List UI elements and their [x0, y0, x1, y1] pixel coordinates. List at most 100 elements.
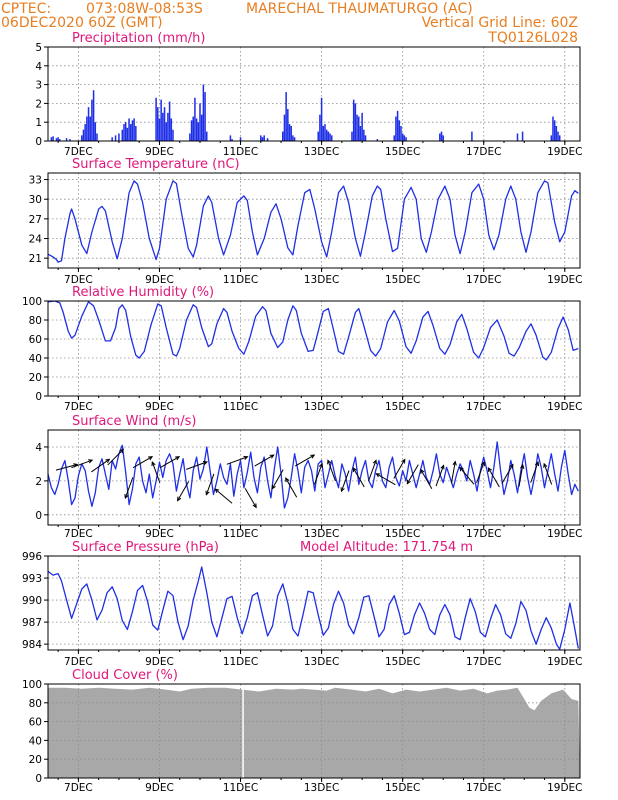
wind-arrow-head [401, 458, 406, 464]
y-tick-label: 27 [29, 214, 42, 226]
precip-bar [281, 131, 284, 141]
x-tick-label: 13DEC [304, 528, 339, 540]
series-line-pres [48, 566, 579, 650]
wind-arrow-shaft [107, 449, 124, 466]
precip-bar [263, 135, 265, 141]
wind-arrow-shaft [159, 456, 180, 469]
wind-arrow-shaft [132, 456, 153, 469]
y-tick-label: 21 [29, 253, 42, 265]
wind-arrow [435, 464, 445, 487]
x-tick-label: 7DEC [64, 401, 93, 413]
wind-arrow-head [88, 459, 94, 464]
precip-bar [396, 110, 399, 141]
wind-arrow [459, 466, 475, 485]
precip-bar [364, 135, 367, 141]
precip-bar [292, 135, 294, 141]
wind-arrow-shaft [55, 463, 78, 471]
precip-bar [442, 135, 444, 141]
header-model-code: TQ0126L028 [487, 30, 578, 46]
precip-bar [395, 116, 397, 141]
wind-arrow-shaft [151, 461, 161, 483]
wind-arrow-head [543, 462, 548, 468]
wind-arrow-head [420, 468, 425, 474]
precip-bar [114, 135, 117, 141]
x-tick-label: 15DEC [385, 401, 420, 413]
precip-bar [552, 116, 554, 141]
precip-bar [354, 103, 357, 141]
x-tick-label: 13DEC [304, 274, 339, 286]
wind-arrow-head [440, 464, 445, 470]
y-tick-label: 33 [29, 175, 42, 187]
wind-arrow-head [285, 477, 290, 483]
precip-bar [167, 112, 169, 141]
wind-arrow-shaft [327, 460, 336, 482]
x-tick-label: 7DEC [64, 528, 93, 540]
wind-arrow [501, 463, 514, 484]
wind-arrow-head [459, 466, 464, 472]
header-source: CPTEC: [1, 1, 51, 17]
precip-bar [471, 131, 473, 141]
cloud-cover-area [48, 687, 580, 778]
panel-pres: 984 987 990 993 996 7DEC 9DEC 11DEC 13DEC 15DEC 17… [22, 540, 583, 668]
y-tick-label: 60 [29, 717, 42, 729]
wind-arrow [132, 456, 154, 469]
wind-arrow-head [205, 490, 210, 496]
precip-bar [87, 107, 90, 141]
wind-arrow-head [452, 460, 457, 466]
precip-bar [172, 129, 174, 141]
wind-arrow [487, 466, 500, 488]
y-tick-label: 30 [29, 194, 42, 206]
wind-arrow [186, 460, 209, 470]
x-tick-label: 19DEC [547, 146, 582, 158]
wind-arrow [406, 464, 419, 485]
precip-bar [192, 116, 195, 141]
wind-arrow-shaft [226, 456, 248, 465]
panels: 0123457DEC9DEC11DEC13DEC15DEC17DEC19DEC2… [22, 31, 583, 794]
wind-arrow-shaft [406, 464, 419, 484]
x-tick-label: 11DEC [223, 782, 258, 794]
precip-bar [81, 135, 83, 141]
wind-arrow-head [318, 462, 323, 468]
precip-bar [393, 135, 395, 141]
precip-bar [123, 124, 125, 141]
wind-arrow-shaft [285, 477, 298, 498]
wind-arrow [71, 459, 94, 469]
precip-bar [111, 137, 113, 141]
wind-arrow-head [214, 488, 220, 493]
wind-arrow-shaft [124, 477, 134, 499]
x-tick-label: 13DEC [304, 401, 339, 413]
wind-arrow-head [243, 455, 249, 460]
wind-arrow-shaft [186, 461, 208, 470]
x-tick-label: 13DEC [304, 782, 339, 794]
wind-arrow [313, 462, 323, 485]
wind-arrow-shaft [420, 469, 433, 489]
x-tick-label: 11DEC [223, 656, 258, 668]
series-line-rh [48, 301, 579, 361]
wind-arrow-head [327, 459, 332, 465]
wind-arrow [254, 454, 275, 467]
wind-arrow-head [375, 473, 381, 478]
precip-bar [352, 99, 355, 141]
panel-title: Cloud Cover (%) [72, 668, 178, 683]
x-tick-label: 19DEC [547, 782, 582, 794]
wind-arrow-head [509, 463, 514, 469]
precip-bar [320, 97, 323, 141]
panel-title: Surface Temperature (nC) [72, 157, 240, 172]
y-tick-label: 0 [35, 510, 42, 522]
wind-arrow-shaft [368, 460, 377, 482]
panel-title: Surface Wind (m/s) [72, 414, 196, 429]
precip-bar [266, 138, 269, 141]
y-tick-label: 0 [35, 391, 42, 403]
precip-bar [118, 133, 120, 141]
x-tick-label: 17DEC [466, 656, 501, 668]
wind-arrow-shaft [476, 461, 485, 483]
precip-bar [359, 125, 362, 141]
y-tick-label: 2 [35, 476, 42, 488]
x-tick-label: 9DEC [145, 274, 174, 286]
wind-arrow-head [177, 496, 182, 502]
precip-bar [128, 118, 130, 141]
precip-bar [351, 131, 353, 141]
precip-bar [92, 90, 95, 141]
wind-arrow [124, 477, 134, 500]
